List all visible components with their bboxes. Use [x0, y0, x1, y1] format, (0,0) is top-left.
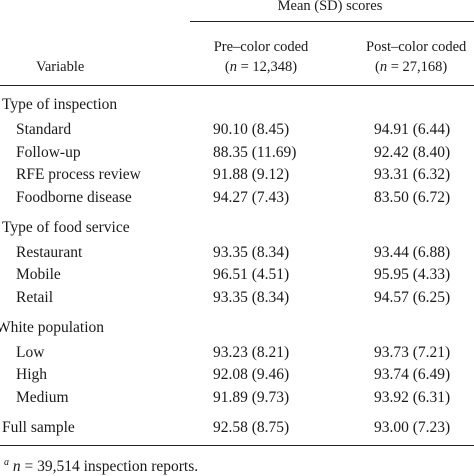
header-rule — [0, 85, 474, 86]
section-title-white-population: White population — [0, 319, 105, 336]
group-title: Mean (SD) scores — [277, 0, 383, 14]
row-label: Medium — [16, 389, 69, 406]
col1-n: (n = 12,348) — [224, 59, 298, 75]
row-post: 94.91 (6.44) — [374, 121, 451, 138]
group-rule — [190, 21, 474, 22]
row-post: 93.74 (6.49) — [374, 366, 451, 383]
row-pre: 93.35 (8.34) — [213, 289, 290, 306]
row-pre: 93.23 (8.21) — [213, 344, 290, 361]
row-pre: 92.08 (9.46) — [213, 366, 290, 383]
footnote-text: = 39,514 inspection reports. — [20, 458, 199, 476]
row-post: 95.95 (4.33) — [374, 266, 451, 283]
row-pre: 91.88 (9.12) — [213, 166, 290, 183]
row-label: Mobile — [16, 266, 61, 283]
row-label: Follow-up — [16, 144, 81, 161]
row-post: 92.42 (8.40) — [374, 144, 451, 161]
row-label: Foodborne disease — [16, 189, 132, 206]
row-pre: 91.89 (9.73) — [213, 389, 290, 406]
row-post: 94.57 (6.25) — [374, 289, 451, 306]
full-sample-label: Full sample — [2, 419, 75, 436]
row-pre: 93.35 (8.34) — [213, 244, 290, 261]
row-label: Standard — [16, 121, 72, 138]
row-label: Retail — [16, 289, 54, 306]
row-pre: 88.35 (11.69) — [213, 144, 297, 161]
section-title-food-service: Type of food service — [2, 219, 130, 236]
row-label: High — [16, 366, 47, 383]
bottom-rule — [0, 445, 474, 446]
row-pre: 96.51 (4.51) — [213, 266, 290, 283]
full-sample-pre: 92.58 (8.75) — [213, 419, 290, 436]
footnote-marker: a — [4, 457, 9, 468]
col2-n: (n = 27,168) — [375, 59, 448, 75]
footnote: a n = 39,514 inspection reports. — [4, 454, 198, 476]
footnote-symbol: n — [12, 458, 21, 476]
row-post: 93.92 (6.31) — [374, 389, 451, 406]
row-label: Restaurant — [16, 244, 83, 261]
row-post: 83.50 (6.72) — [374, 189, 451, 206]
section-title-inspection: Type of inspection — [2, 96, 118, 113]
row-post: 93.31 (6.32) — [374, 166, 451, 183]
row-pre: 90.10 (8.45) — [213, 121, 290, 138]
row-post: 93.73 (7.21) — [374, 344, 451, 361]
variable-header: Variable — [36, 59, 85, 75]
full-sample-post: 93.00 (7.23) — [374, 419, 451, 436]
col2-header: Post–color coded — [366, 39, 467, 55]
row-post: 93.44 (6.88) — [374, 244, 451, 261]
row-label: Low — [16, 344, 45, 361]
col1-header: Pre–color coded — [213, 39, 309, 55]
row-pre: 94.27 (7.43) — [213, 189, 290, 206]
row-label: RFE process review — [16, 166, 141, 183]
